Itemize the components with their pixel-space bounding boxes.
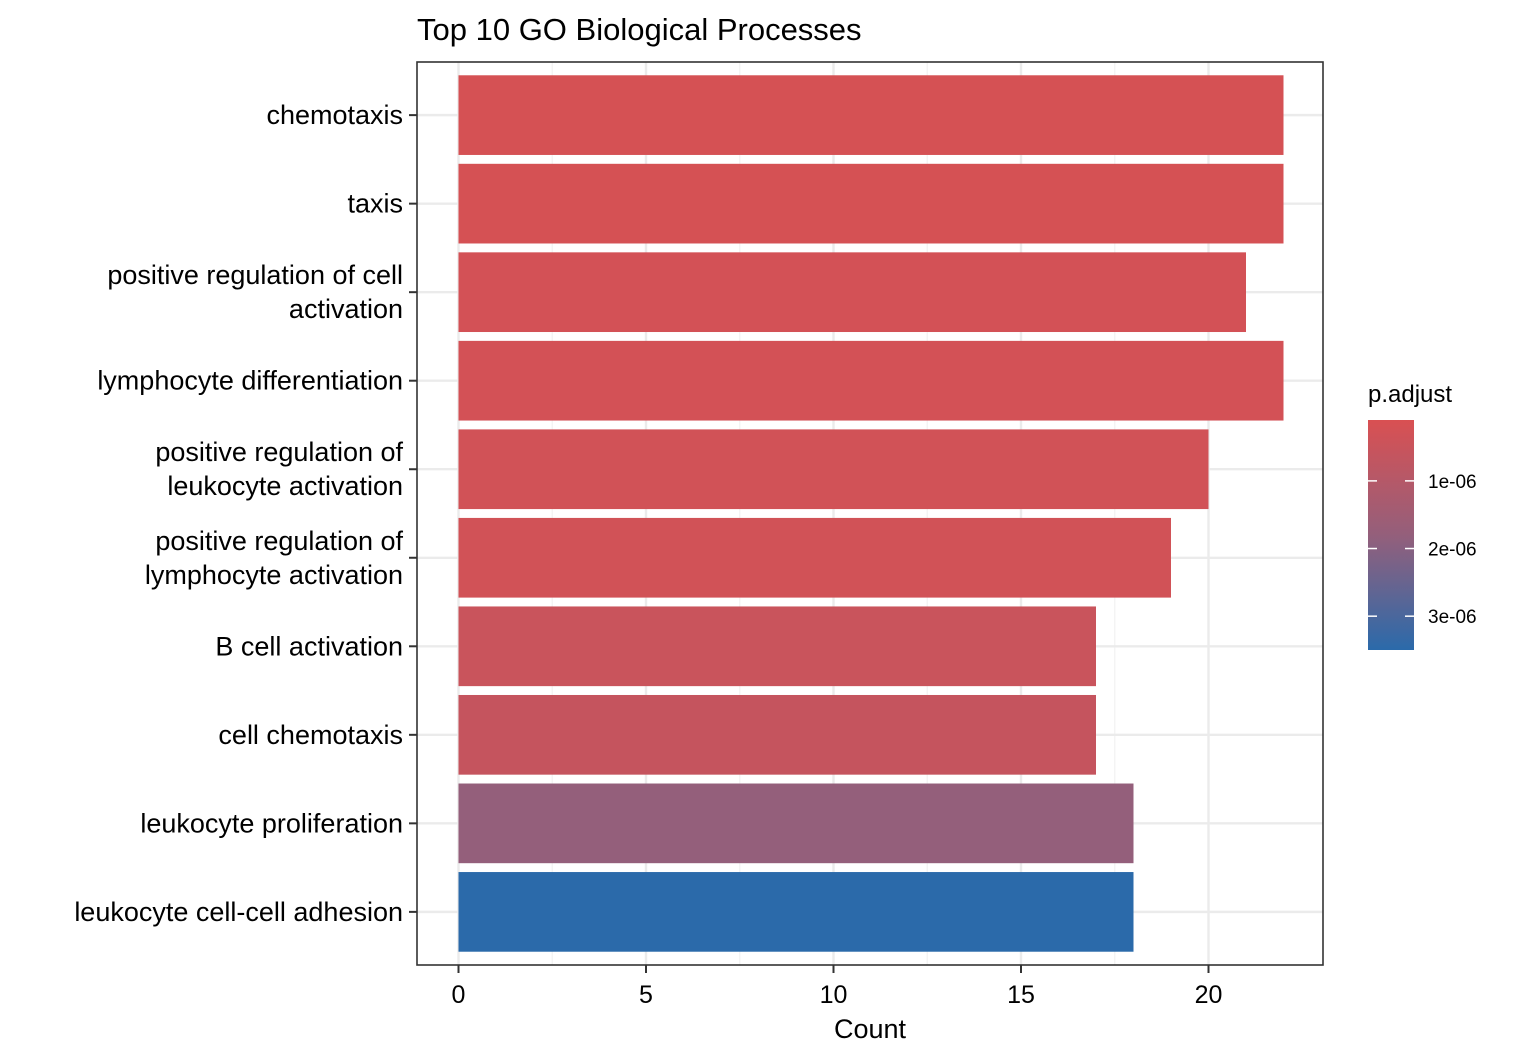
bar xyxy=(458,340,1284,421)
legend-label: 1e-06 xyxy=(1428,472,1477,493)
bar xyxy=(458,517,1171,598)
category-label: positive regulation of leukocyte activati… xyxy=(155,437,403,501)
legend-colorbar xyxy=(1368,420,1414,650)
bar xyxy=(458,783,1134,864)
category-label: lymphocyte differentiation xyxy=(97,366,403,396)
category-label: chemotaxis xyxy=(266,100,403,130)
category-label: positive regulation of lymphocyte activat… xyxy=(145,526,404,590)
legend-label: 3e-06 xyxy=(1428,607,1477,628)
bar xyxy=(458,606,1096,687)
bar xyxy=(458,872,1134,952)
chart-title: Top 10 GO Biological Processes xyxy=(417,12,862,47)
panel-border xyxy=(416,61,1324,966)
category-label: cell chemotaxis xyxy=(218,720,403,750)
x-tick-label: 15 xyxy=(1007,981,1035,1009)
category-label: positive regulation of cell activation xyxy=(107,260,403,324)
x-tick-label: 5 xyxy=(639,981,653,1009)
legend-title: p.adjust xyxy=(1368,381,1452,408)
bar xyxy=(458,163,1284,244)
category-label: taxis xyxy=(347,189,403,219)
category-label: B cell activation xyxy=(215,631,403,661)
x-tick-label: 10 xyxy=(820,981,848,1009)
bar xyxy=(458,429,1209,510)
legend-label: 2e-06 xyxy=(1428,540,1477,561)
bar xyxy=(458,75,1284,155)
bar xyxy=(458,694,1096,775)
bar xyxy=(458,252,1246,333)
legend: p.adjust 1e-06 2e-06 3e-06 xyxy=(1368,381,1477,650)
category-label: leukocyte cell-cell adhesion xyxy=(74,897,403,927)
x-axis-title: Count xyxy=(834,1014,907,1044)
plot-panel xyxy=(416,61,1324,966)
x-tick-label: 0 xyxy=(452,981,466,1009)
x-tick-label: 20 xyxy=(1195,981,1223,1009)
category-label: leukocyte proliferation xyxy=(140,808,403,838)
